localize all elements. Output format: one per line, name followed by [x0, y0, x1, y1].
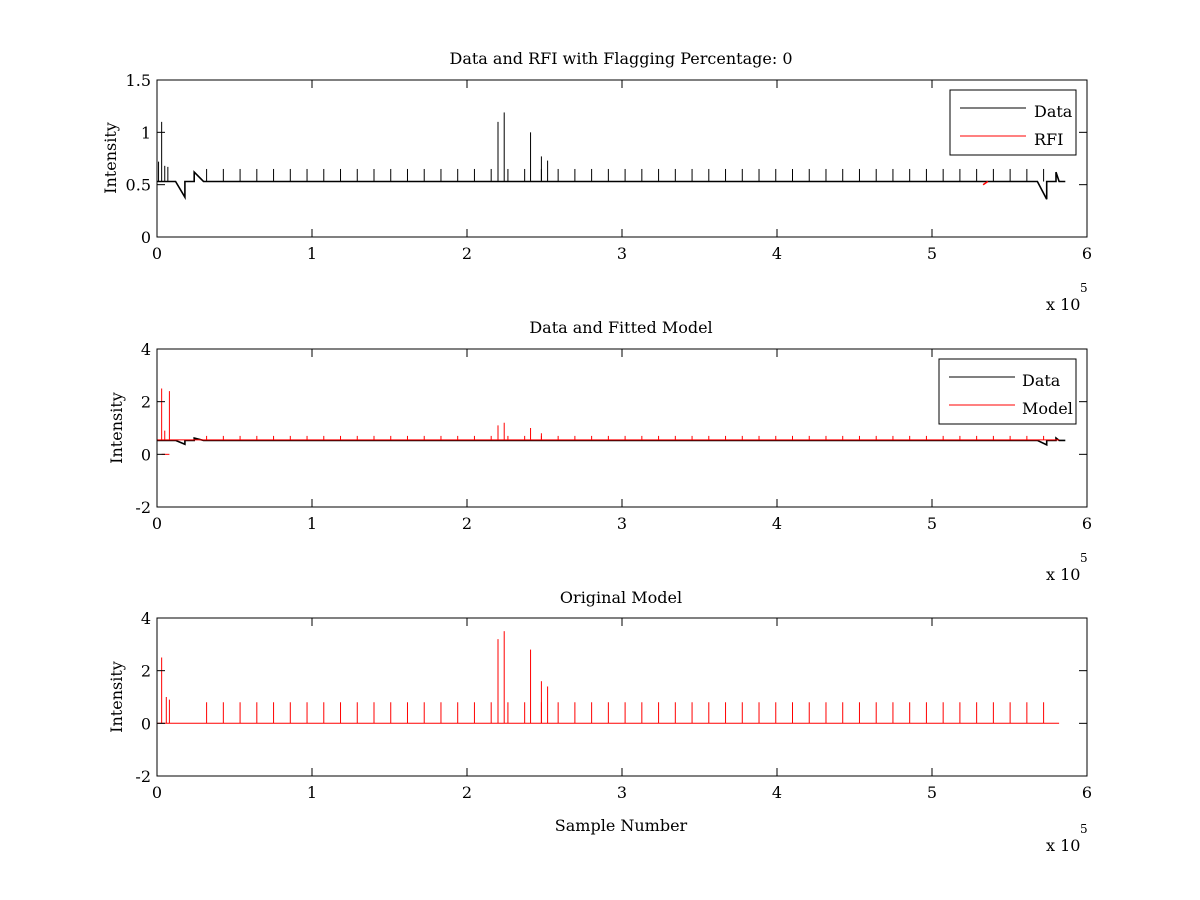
panel-3-xlabel: Sample Number: [555, 816, 688, 835]
panel-2-ylabel: Intensity: [107, 392, 126, 464]
x-tick-label: 3: [617, 244, 627, 263]
y-tick-label: 1: [141, 123, 151, 142]
panel-3-title: Original Model: [560, 588, 682, 607]
x-tick-label: 6: [1082, 783, 1092, 802]
x-tick-label: 1: [307, 244, 317, 263]
x-tick-label: 4: [772, 783, 782, 802]
panel-2-legend-label-data: Data: [1022, 371, 1061, 390]
panel-3-series: [157, 631, 1060, 724]
panel-2-x-multiplier: x 10: [1046, 565, 1080, 584]
panel-3-ylabel: Intensity: [107, 661, 126, 733]
y-tick-label: 4: [141, 340, 151, 359]
x-tick-label: 6: [1082, 244, 1092, 263]
y-tick-label: 1.5: [126, 71, 151, 90]
panel-2-series: [157, 388, 1066, 455]
panel-2-legend: Data Model: [938, 358, 1077, 425]
y-tick-label: 0: [141, 445, 151, 464]
panel-1-legend-label-rfi: RFI: [1034, 130, 1063, 149]
x-tick-label: 2: [462, 514, 472, 533]
x-tick-label: 1: [307, 514, 317, 533]
panel-1-ylabel: Intensity: [101, 122, 120, 194]
panel-1-x-multiplier-exponent: 5: [1080, 281, 1088, 295]
series-rfi-line: [982, 180, 989, 186]
x-tick-label: 6: [1082, 514, 1092, 533]
x-tick-label: 0: [152, 783, 162, 802]
y-tick-label: 0: [141, 228, 151, 247]
x-tick-label: 0: [152, 514, 162, 533]
y-tick-label: 0.5: [126, 176, 151, 195]
y-tick-label: -2: [135, 498, 151, 517]
panel-1-title: Data and RFI with Flagging Percentage: 0: [449, 49, 792, 68]
x-tick-label: 0: [152, 244, 162, 263]
panel-2-legend-box: [938, 358, 1077, 425]
y-tick-label: 2: [141, 393, 151, 412]
panel-1-ticks: 0 1 2 3 4 5 6 0 0.5 1 1.5: [126, 71, 1093, 263]
panel-2-title: Data and Fitted Model: [529, 318, 712, 337]
x-tick-label: 1: [307, 783, 317, 802]
x-tick-label: 5: [927, 244, 937, 263]
panel-1-series: [157, 112, 1066, 201]
y-tick-label: 2: [141, 662, 151, 681]
x-tick-label: 5: [927, 783, 937, 802]
y-tick-label: -2: [135, 767, 151, 786]
panel-1-legend-box: [949, 89, 1077, 156]
x-tick-label: 4: [772, 514, 782, 533]
x-tick-label: 4: [772, 244, 782, 263]
panel-1: Data and RFI with Flagging Percentage: 0…: [101, 49, 1092, 314]
panel-1-x-multiplier: x 10: [1046, 295, 1080, 314]
x-tick-label: 5: [927, 514, 937, 533]
panel-2-legend-label-model: Model: [1022, 399, 1073, 418]
panel-3-x-multiplier-exponent: 5: [1080, 822, 1088, 836]
panel-3-x-multiplier: x 10: [1046, 836, 1080, 855]
panel-1-legend-label-data: Data: [1034, 102, 1073, 121]
y-tick-label: 0: [141, 714, 151, 733]
series-data-line: [157, 170, 1066, 201]
x-tick-label: 2: [462, 244, 472, 263]
x-tick-label: 3: [617, 783, 627, 802]
y-tick-label: 4: [141, 609, 151, 628]
x-tick-label: 2: [462, 783, 472, 802]
panel-2-x-multiplier-exponent: 5: [1080, 551, 1088, 565]
panel-1-legend: Data RFI: [949, 89, 1077, 156]
x-tick-label: 3: [617, 514, 627, 533]
